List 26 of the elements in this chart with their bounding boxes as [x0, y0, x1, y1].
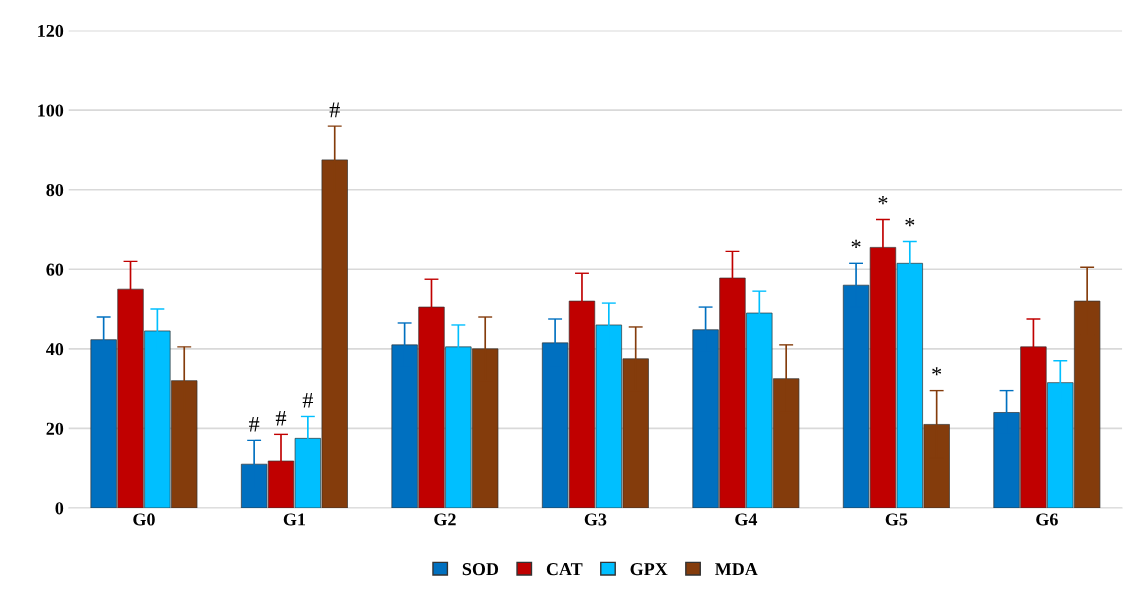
x-tick-label: G6 [1036, 513, 1058, 526]
data-label: * [878, 196, 888, 205]
y-tick-label: 60 [46, 263, 64, 276]
legend-label: GPX [630, 563, 668, 576]
y-tick-label: 120 [38, 24, 64, 38]
data-label: # [302, 393, 314, 408]
x-tick-label: G3 [584, 513, 607, 526]
y-tick-label: 40 [46, 343, 64, 356]
x-tick-label: G5 [885, 513, 908, 526]
y-tick-label: 80 [46, 183, 64, 197]
y-tick-label: 0 [55, 502, 64, 515]
x-tick-label: G2 [434, 513, 456, 526]
y-tick-label: 100 [38, 104, 64, 117]
data-label: * [932, 367, 942, 376]
legend-label: MDA [715, 563, 758, 576]
x-tick-label: G0 [133, 513, 155, 526]
y-tick-label: 20 [46, 422, 64, 435]
x-tick-label: G1 [283, 513, 306, 526]
legend-label: CAT [546, 563, 583, 576]
data-label: # [329, 102, 340, 118]
data-label: # [248, 416, 260, 432]
data-label: * [851, 239, 861, 249]
x-tick-label: G4 [735, 513, 758, 526]
data-label: # [275, 410, 287, 426]
legend-label: SOD [462, 563, 499, 576]
data-label: * [905, 217, 915, 227]
